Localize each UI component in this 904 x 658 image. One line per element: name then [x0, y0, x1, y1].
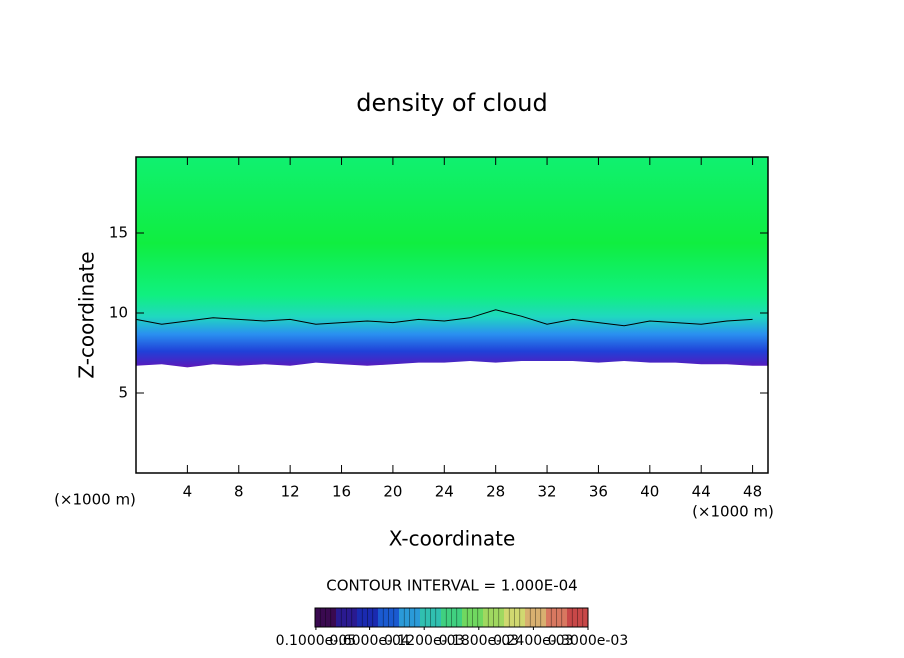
x-tick-label: 28	[486, 483, 505, 501]
chart-title: density of cloud	[356, 89, 547, 117]
y-unit: (×1000 m)	[54, 491, 136, 509]
x-tick-label: 32	[538, 483, 557, 501]
colorbar-tick-label: 0.6000e-04	[329, 633, 410, 649]
cloud-field	[136, 157, 768, 368]
x-axis-label: X-coordinate	[389, 527, 516, 551]
field	[135, 157, 768, 368]
colorbar-tick-label: 0.1200e-03	[384, 633, 464, 649]
x-tick-label: 48	[743, 483, 762, 501]
x-unit: (×1000 m)	[692, 503, 774, 521]
contour-line	[135, 309, 753, 327]
colorbar-tick-label: 0.2400e-03	[493, 633, 573, 649]
colorbar-tick-label: 0.3000e-03	[548, 633, 628, 649]
y-tick-label: 10	[109, 304, 128, 322]
y-tick-label: 15	[109, 224, 128, 242]
colorbar-tick-label: 0.1800e-03	[439, 633, 519, 649]
plot-frame	[135, 156, 769, 474]
x-tick-label: 24	[435, 483, 454, 501]
x-tick-label: 36	[589, 483, 608, 501]
colorbar-tick-label: 0.1000e-05	[276, 633, 356, 649]
x-tick-label: 4	[183, 483, 193, 501]
x-tick-label: 44	[692, 483, 711, 501]
x-tick-label: 12	[281, 483, 300, 501]
x-tick-label: 16	[332, 483, 351, 501]
colorbar-frame	[314, 607, 589, 628]
x-tick-label: 8	[234, 483, 244, 501]
y-axis-label: Z-coordinate	[75, 251, 99, 378]
x-tick-label: 20	[383, 483, 402, 501]
y-tick-label: 5	[118, 384, 128, 402]
footer: CONTOUR INTERVAL = 1.000E-04	[326, 577, 577, 595]
x-tick-label: 40	[640, 483, 659, 501]
